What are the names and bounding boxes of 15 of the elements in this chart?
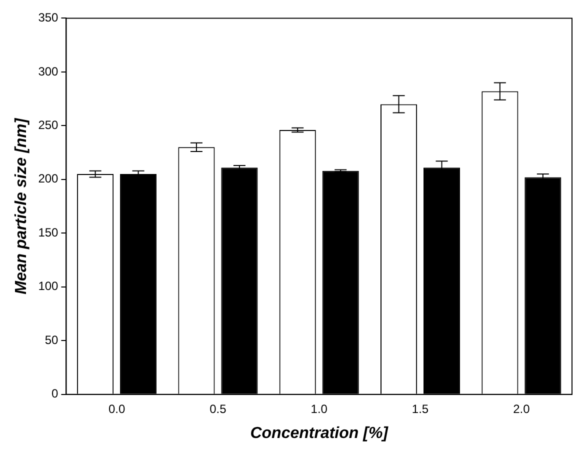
y-tick-label: 200 xyxy=(38,172,59,186)
x-tick-label: 2.0 xyxy=(513,402,530,416)
x-axis-title: Concentration [%] xyxy=(250,424,389,442)
y-tick-label: 150 xyxy=(38,225,59,240)
y-tick-label: 100 xyxy=(38,279,59,294)
y-tick-label: 250 xyxy=(38,118,59,132)
y-tick-label: 350 xyxy=(38,10,59,25)
y-tick-label: 300 xyxy=(38,64,59,78)
x-tick-label: 1.5 xyxy=(412,402,429,416)
x-tick-label: 0.0 xyxy=(108,402,126,416)
x-tick-label: 0.5 xyxy=(210,402,227,416)
y-tick-label: 0 xyxy=(52,386,59,401)
y-axis-title: Mean particle size [nm] xyxy=(13,118,30,294)
x-tick-label: 1.0 xyxy=(310,402,328,416)
y-tick-label: 50 xyxy=(44,332,59,347)
